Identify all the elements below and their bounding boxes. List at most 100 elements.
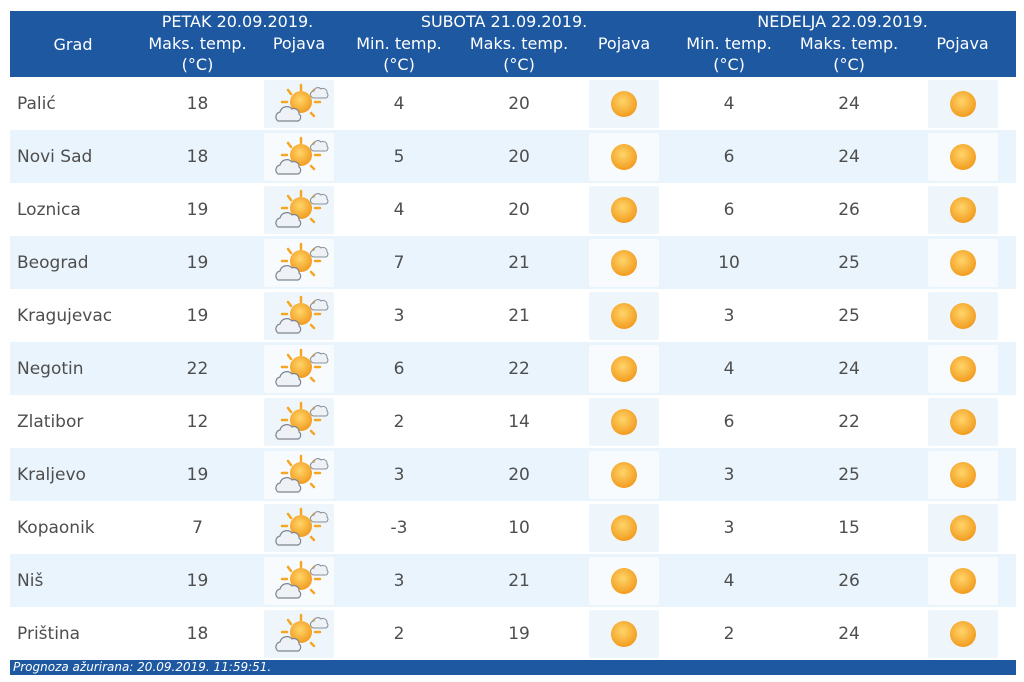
header-d2-phenomenon: Pojava [597,34,651,53]
partly-cloudy-icon [264,132,334,181]
d3-min-temp: 6 [723,146,735,167]
d2-min-temp: 2 [393,623,405,644]
d1-max-temp: 18 [186,93,209,114]
d3-max-temp: 25 [838,464,860,485]
d2-max-temp: 21 [508,570,530,591]
d1-max-temp: 19 [186,305,209,326]
header-city: Grad [53,34,93,54]
header-day-3: NEDELJA 22.09.2019. [757,12,928,31]
d2-phenomenon [579,342,669,395]
d3-min-temp: 10 [718,252,740,273]
d2-min-temp: 6 [393,358,405,379]
d2-min-temp: 5 [393,146,405,167]
d1-phenomenon [259,289,339,342]
sun-icon [589,450,660,499]
d3-phenomenon [909,130,1016,183]
partly-cloudy-icon [264,503,334,552]
partly-cloudy-icon [264,238,334,287]
d1-max-temp: 22 [186,358,209,379]
d3-phenomenon [909,448,1016,501]
table-row: Zlatibor 12 2 14 6 22 [10,395,1017,448]
table-row: Palić 18 4 20 4 24 [10,77,1017,130]
d3-phenomenon [909,236,1016,289]
table-row: Kopaonik 7 -3 10 3 15 [10,501,1017,554]
d1-max-temp: 19 [186,464,209,485]
partly-cloudy-icon [264,185,334,234]
city-name: Zlatibor [17,411,84,432]
d3-min-temp: 6 [723,411,735,432]
d2-min-temp: 3 [393,305,405,326]
d3-max-temp: 24 [838,358,860,379]
sun-icon [589,132,660,181]
table-row: Loznica 19 4 20 6 26 [10,183,1017,236]
header-day-2: SUBOTA 21.09.2019. [420,12,588,31]
d3-min-temp: 6 [723,199,735,220]
d3-min-temp: 4 [723,570,735,591]
d3-max-temp: 25 [838,305,860,326]
d3-phenomenon [909,77,1016,130]
d2-min-temp: 2 [393,411,405,432]
sun-icon [589,185,660,234]
sun-icon [589,238,660,287]
d2-phenomenon [579,501,669,554]
d3-phenomenon [909,183,1016,236]
d2-phenomenon [579,77,669,130]
city-name: Novi Sad [17,146,93,167]
d1-phenomenon [259,130,339,183]
city-name: Priština [17,623,81,644]
city-name: Kragujevac [17,305,113,326]
header-d3-phenomenon: Pojava [936,34,989,53]
d2-phenomenon [579,130,669,183]
d3-min-temp: 3 [723,305,735,326]
sun-icon [589,344,660,393]
d3-phenomenon [909,554,1016,607]
d3-max-temp: 26 [838,199,860,220]
d3-phenomenon [909,342,1016,395]
partly-cloudy-icon [264,397,334,446]
d2-phenomenon [579,554,669,607]
d2-max-temp: 20 [508,464,530,485]
table-row: Beograd 19 7 21 10 25 [10,236,1017,289]
d3-min-temp: 2 [723,623,735,644]
header-d1-phenomenon: Pojava [272,34,326,53]
table-row: Negotin 22 6 22 4 24 [10,342,1017,395]
d1-phenomenon [259,77,339,130]
d2-phenomenon [579,289,669,342]
sun-icon [927,238,998,287]
sun-icon [927,185,998,234]
partly-cloudy-icon [264,609,334,658]
d2-max-temp: 21 [508,305,530,326]
sun-icon [927,397,998,446]
d2-min-temp: 7 [393,252,405,273]
d2-phenomenon [579,607,669,660]
sun-icon [927,450,998,499]
sun-icon [589,397,660,446]
d3-min-temp: 4 [723,358,735,379]
d1-phenomenon [259,183,339,236]
d2-min-temp: -3 [390,517,408,538]
partly-cloudy-icon [264,79,334,128]
d3-max-temp: 15 [838,517,860,538]
d3-max-temp: 25 [838,252,860,273]
forecast-container: Grad PETAK 20.09.2019. SUBOTA 21.09.2019… [10,11,1017,675]
header-d1-max: Maks. temp. (°C) [148,34,247,74]
city-name: Loznica [17,199,81,220]
d3-phenomenon [909,395,1016,448]
d2-min-temp: 4 [393,93,405,114]
partly-cloudy-icon [264,344,334,393]
sun-icon [927,291,998,340]
d1-phenomenon [259,607,339,660]
d2-max-temp: 21 [508,252,530,273]
header-d2-min: Min. temp. (°C) [356,34,442,74]
d3-max-temp: 24 [838,146,860,167]
sun-icon [927,79,998,128]
sun-icon [589,503,660,552]
d3-max-temp: 26 [838,570,860,591]
city-name: Kopaonik [17,517,95,538]
d2-max-temp: 14 [508,411,530,432]
d2-max-temp: 22 [508,358,530,379]
d2-max-temp: 20 [508,93,530,114]
d1-max-temp: 19 [186,570,209,591]
d2-max-temp: 20 [508,199,530,220]
d1-max-temp: 7 [192,517,203,538]
